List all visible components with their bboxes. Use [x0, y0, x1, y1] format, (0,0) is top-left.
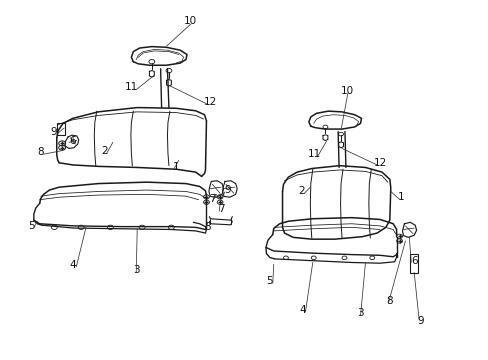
Text: 7: 7	[209, 194, 216, 204]
Text: 2: 2	[298, 186, 305, 197]
Text: 5: 5	[28, 221, 35, 231]
Text: 2: 2	[101, 145, 107, 156]
Text: 5: 5	[266, 276, 273, 286]
Text: 1: 1	[173, 162, 179, 172]
Text: 8: 8	[386, 296, 392, 306]
Text: 9: 9	[50, 127, 57, 136]
Bar	[57, 123, 64, 135]
Bar	[409, 254, 417, 273]
Text: 8: 8	[37, 147, 44, 157]
Text: 6: 6	[69, 136, 76, 145]
Text: 10: 10	[184, 17, 197, 27]
Text: 4: 4	[69, 260, 76, 270]
Text: 11: 11	[124, 82, 138, 93]
Text: 11: 11	[307, 149, 321, 159]
Text: 10: 10	[341, 86, 354, 96]
Text: 12: 12	[373, 158, 386, 168]
Text: 6: 6	[410, 256, 417, 266]
Text: 7: 7	[218, 204, 224, 215]
Text: 8: 8	[204, 222, 211, 232]
Text: 12: 12	[203, 97, 217, 107]
Text: 9: 9	[224, 185, 230, 195]
Text: 3: 3	[357, 309, 363, 318]
Text: 9: 9	[417, 316, 424, 325]
Text: 3: 3	[133, 265, 139, 275]
Text: 1: 1	[397, 192, 404, 202]
Text: 4: 4	[299, 305, 305, 315]
